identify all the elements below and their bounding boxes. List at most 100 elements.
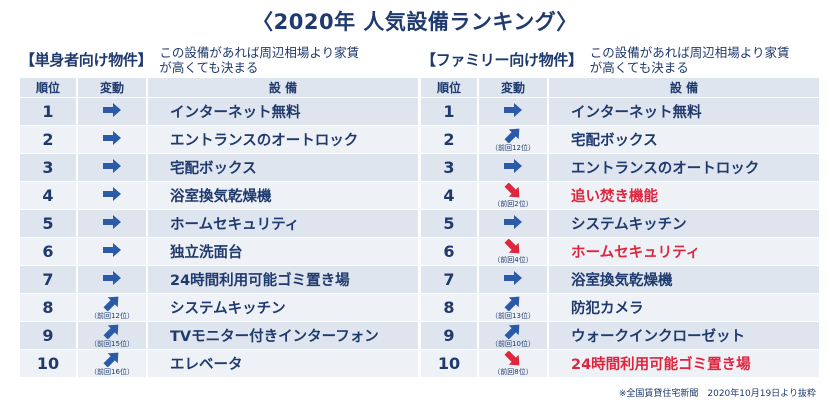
table-header: 順位 変動 設 備	[421, 78, 819, 98]
up-right-arrow-icon	[503, 295, 523, 315]
previous-rank-note: （前回8位）	[493, 368, 533, 376]
previous-rank-note: （前回12位）	[491, 144, 535, 152]
up-right-arrow-icon	[503, 127, 523, 147]
ranking-table: 順位 変動 設 備 1 インターネット無料 2 エントランスのオートロック 3 宅配ボック…	[20, 78, 418, 378]
change-cell	[78, 98, 148, 125]
equipment-name: 宅配ボックス	[148, 154, 418, 181]
panel-description: この設備があれば周辺相場より家賃が高くても決まる	[159, 45, 360, 75]
change-cell: （前回12位）	[479, 126, 549, 153]
rank-cell: 10	[20, 350, 78, 377]
change-cell	[78, 266, 148, 293]
change-cell	[78, 182, 148, 209]
change-cell: （前回13位）	[479, 294, 549, 321]
table-row: 7 浴室換気乾燥機	[421, 266, 819, 294]
equipment-name: エントランスのオートロック	[549, 154, 819, 181]
ranking-table: 順位 変動 設 備 1 インターネット無料 2 （前回12位） 宅配ボックス 3 エントラン…	[421, 78, 819, 378]
rank-cell: 4	[421, 182, 479, 209]
up-right-arrow-icon	[503, 323, 523, 343]
table-row: 10 （前回16位） エレベータ	[20, 350, 418, 378]
equipment-name: 浴室換気乾燥機	[148, 182, 418, 209]
down-right-arrow-icon	[503, 182, 523, 203]
previous-rank-note: （前回2位）	[493, 200, 533, 208]
table-row: 7 24時間利用可能ゴミ置き場	[20, 266, 418, 294]
table-row: 2 （前回12位） 宅配ボックス	[421, 126, 819, 154]
equipment-name: エレベータ	[148, 350, 418, 377]
previous-rank-note: （前回15位）	[90, 340, 134, 348]
rank-cell: 9	[421, 322, 479, 349]
down-right-arrow-icon	[503, 350, 523, 371]
panel-header: 【単身者向け物件】 この設備があれば周辺相場より家賃が高くても決まる	[20, 40, 418, 78]
table-row: 5 ホームセキュリティ	[20, 210, 418, 238]
table-row: 10 （前回8位） 24時間利用可能ゴミ置き場	[421, 350, 819, 378]
equipment-name: 追い焚き機能	[549, 182, 819, 209]
change-cell: （前回16位）	[78, 350, 148, 377]
previous-rank-note: （前回10位）	[491, 340, 535, 348]
right-arrow-icon	[503, 270, 523, 290]
equipment-name: 独立洗面台	[148, 238, 418, 265]
change-cell: （前回8位）	[479, 350, 549, 377]
page-title: 〈2020年 人気設備ランキング〉	[252, 10, 578, 34]
source-footnote: ※全国賃貸住宅新聞 2020年10月19日より抜粋	[618, 389, 816, 399]
change-cell	[479, 98, 549, 125]
rank-header: 順位	[421, 78, 479, 97]
previous-rank-note: （前回4位）	[493, 256, 533, 264]
equipment-name: ホームセキュリティ	[148, 210, 418, 237]
equipment-name: ウォークインクローゼット	[549, 322, 819, 349]
change-cell	[479, 154, 549, 181]
equipment-name: 24時間利用可能ゴミ置き場	[549, 350, 819, 377]
change-cell: （前回12位）	[78, 294, 148, 321]
rank-cell: 4	[20, 182, 78, 209]
rank-cell: 2	[421, 126, 479, 153]
right-arrow-icon	[102, 214, 122, 234]
rank-cell: 8	[20, 294, 78, 321]
equipment-name: システムキッチン	[148, 294, 418, 321]
right-arrow-icon	[102, 102, 122, 122]
table-row: 8 （前回12位） システムキッチン	[20, 294, 418, 322]
change-cell	[78, 126, 148, 153]
table-row: 6 （前回4位） ホームセキュリティ	[421, 238, 819, 266]
rank-cell: 3	[421, 154, 479, 181]
panel-tag: 【単身者向け物件】	[20, 50, 153, 69]
equipment-name: インターネット無料	[148, 98, 418, 125]
equipment-name: 24時間利用可能ゴミ置き場	[148, 266, 418, 293]
equipment-name: インターネット無料	[549, 98, 819, 125]
right-arrow-icon	[102, 130, 122, 150]
rank-cell: 8	[421, 294, 479, 321]
change-cell	[78, 238, 148, 265]
single-ranking-panel: 【単身者向け物件】 この設備があれば周辺相場より家賃が高くても決まる 順位 変動…	[20, 40, 418, 378]
change-cell	[78, 154, 148, 181]
table-row: 5 システムキッチン	[421, 210, 819, 238]
rank-header: 順位	[20, 78, 78, 97]
previous-rank-note: （前回16位）	[90, 368, 134, 376]
rank-cell: 6	[421, 238, 479, 265]
rank-cell: 10	[421, 350, 479, 377]
equipment-name: 浴室換気乾燥機	[549, 266, 819, 293]
equipment-name: システムキッチン	[549, 210, 819, 237]
right-arrow-icon	[503, 214, 523, 234]
table-rows: 1 インターネット無料 2 エントランスのオートロック 3 宅配ボックス 4 浴室換気乾燥機 5…	[20, 98, 418, 378]
table-rows: 1 インターネット無料 2 （前回12位） 宅配ボックス 3 エントランスのオートロック 4 （…	[421, 98, 819, 378]
equipment-name: エントランスのオートロック	[148, 126, 418, 153]
rank-cell: 9	[20, 322, 78, 349]
table-row: 8 （前回13位） 防犯カメラ	[421, 294, 819, 322]
equipment-name: 防犯カメラ	[549, 294, 819, 321]
table-row: 4 浴室換気乾燥機	[20, 182, 418, 210]
change-cell	[479, 266, 549, 293]
item-header: 設 備	[268, 81, 298, 95]
change-cell: （前回10位）	[479, 322, 549, 349]
right-arrow-icon	[503, 102, 523, 122]
up-right-arrow-icon	[102, 351, 122, 371]
rank-cell: 3	[20, 154, 78, 181]
table-row: 6 独立洗面台	[20, 238, 418, 266]
right-arrow-icon	[102, 158, 122, 178]
equipment-name: ホームセキュリティ	[549, 238, 819, 265]
change-cell	[479, 210, 549, 237]
table-row: 9 （前回15位） TVモニター付きインターフォン	[20, 322, 418, 350]
change-cell: （前回15位）	[78, 322, 148, 349]
change-cell	[78, 210, 148, 237]
equipment-name: 宅配ボックス	[549, 126, 819, 153]
right-arrow-icon	[102, 242, 122, 262]
panel-header: 【ファミリー向け物件】 この設備があれば周辺相場より家賃が高くても決まる	[421, 40, 819, 78]
up-right-arrow-icon	[102, 295, 122, 315]
change-header: 変動	[479, 78, 549, 97]
